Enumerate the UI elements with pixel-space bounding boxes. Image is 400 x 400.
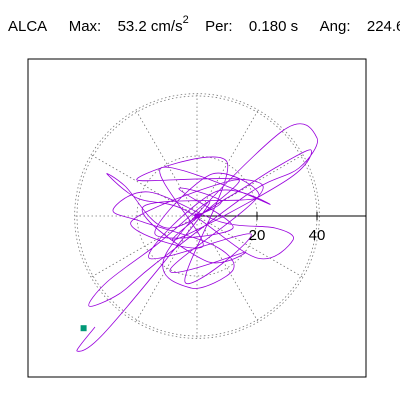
- radial-tick-label: 40: [309, 227, 326, 244]
- plot-border: [27, 58, 367, 378]
- max-value: 53.2 cm/s: [117, 18, 183, 35]
- grid-spoke: [135, 109, 198, 217]
- period-label: Per:: [205, 18, 233, 35]
- start-point-marker: [194, 213, 200, 219]
- max-label: Max:: [68, 18, 102, 35]
- angle-label: Ang:: [319, 18, 351, 35]
- grid-spoke: [196, 215, 304, 278]
- plot-header: ALCA Max: 53.2 cm/s2 Per: 0.180 s Ang: 2…: [8, 14, 400, 35]
- angle-value: 224.6: [366, 18, 400, 35]
- radial-ticks: 20 40: [249, 212, 326, 244]
- grid-spoke: [90, 154, 198, 217]
- trace-series-path: [76, 123, 318, 352]
- max-unit-exponent: 2: [182, 14, 189, 26]
- period-value: 0.180 s: [248, 18, 299, 35]
- end-markers: [80, 213, 200, 332]
- radial-tick-label: 20: [249, 227, 266, 244]
- end-point-marker: [80, 325, 87, 332]
- grid-spoke: [196, 215, 259, 323]
- motion-trace: [76, 123, 318, 352]
- station-code: ALCA: [8, 18, 47, 35]
